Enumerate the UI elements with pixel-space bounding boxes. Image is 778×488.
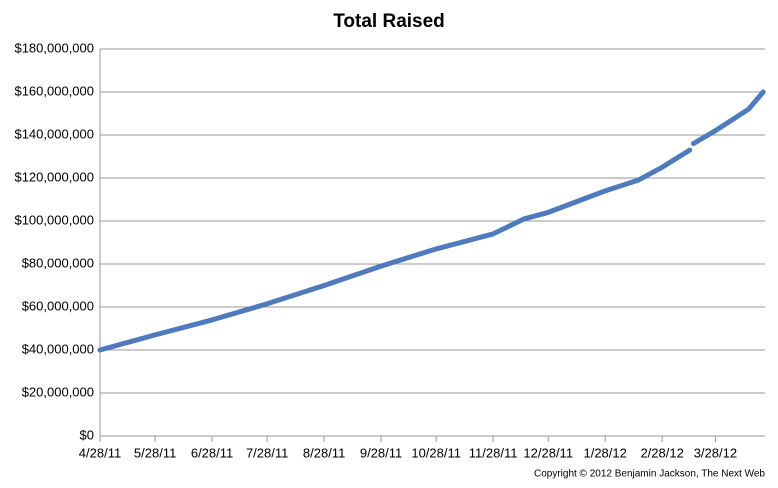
y-tick-label: $60,000,000 (22, 298, 94, 313)
y-tick-label: $40,000,000 (22, 341, 94, 356)
y-tick-label: $20,000,000 (22, 384, 94, 399)
x-tick-label: 3/28/12 (694, 445, 737, 460)
x-tick-label: 2/28/12 (640, 445, 683, 460)
x-tick-label: 8/28/11 (303, 445, 345, 460)
y-tick-label: $0 (80, 427, 94, 442)
x-tick-label: 11/28/11 (469, 445, 518, 460)
x-tick-label: 10/28/11 (411, 445, 461, 460)
x-tick-label: 7/28/11 (246, 445, 288, 460)
y-tick-label: $80,000,000 (22, 255, 94, 270)
x-tick-label: 9/28/11 (360, 445, 402, 460)
y-tick-label: $100,000,000 (14, 212, 94, 227)
x-tick-label: 5/28/11 (134, 445, 176, 460)
x-tick-label: 12/28/11 (523, 445, 573, 460)
y-tick-label: $180,000,000 (14, 40, 94, 55)
y-tick-label: $120,000,000 (14, 169, 94, 184)
x-tick-label: 1/28/12 (583, 445, 626, 460)
y-tick-label: $140,000,000 (14, 126, 94, 141)
x-tick-label: 6/28/11 (191, 445, 233, 460)
copyright-note: Copyright © 2012 Benjamin Jackson, The N… (534, 469, 765, 480)
y-tick-label: $160,000,000 (14, 83, 94, 98)
data-line (97, 89, 766, 353)
chart-title: Total Raised (333, 11, 445, 32)
x-tick-label: 4/28/11 (79, 445, 121, 460)
